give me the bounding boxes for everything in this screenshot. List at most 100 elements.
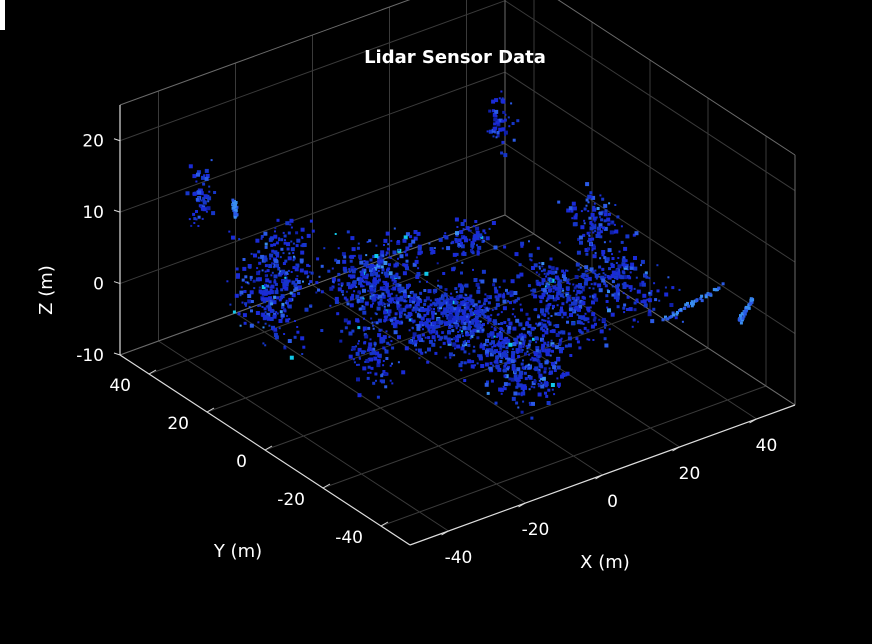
lidar-point [285,299,288,302]
grid-line [206,271,593,413]
lidar-point [377,302,381,306]
lidar-point [382,370,386,373]
lidar-point [207,196,212,201]
lidar-point [205,174,210,178]
lidar-point [375,351,380,356]
lidar-point [263,291,268,296]
lidar-point [486,315,490,319]
lidar-point [542,323,547,328]
lidar-point [399,314,403,318]
lidar-point [411,341,415,345]
lidar-point [355,345,357,348]
lidar-point [742,314,746,318]
lidar-point [658,299,661,302]
lidar-point [497,341,502,346]
lidar-point [482,323,485,326]
lidar-point [359,260,364,265]
lidar-point [529,358,532,361]
lidar-point [289,355,294,360]
lidar-point [377,274,381,278]
lidar-point [262,326,265,329]
lidar-point [524,352,527,356]
lidar-point [750,300,754,304]
lidar-point [382,285,386,289]
lidar-point [268,264,273,268]
lidar-point [196,170,201,175]
lidar-point [349,270,351,273]
lidar-point [516,274,521,279]
lidar-point [426,280,428,283]
lidar-point [270,274,273,277]
lidar-point [624,259,628,263]
lidar-point [648,277,651,280]
lidar-point [366,241,369,243]
lidar-point [391,322,395,326]
box-edge [557,0,796,156]
lidar-point [293,288,297,292]
lidar-point [591,270,595,274]
lidar-point [471,247,474,249]
lidar-point [283,309,287,313]
lidar-point [300,244,303,247]
lidar-point [570,209,574,213]
lidar-point [367,371,370,374]
lidar-point [238,238,241,241]
lidar-point [284,239,286,242]
lidar-point [439,285,442,289]
lidar-point [482,302,486,306]
lidar-point [578,346,582,350]
lidar-point [650,290,653,292]
lidar-point [462,343,465,346]
lidar-point [412,306,415,309]
lidar-point [463,361,467,365]
lidar-point [473,317,476,320]
lidar-point [388,263,391,267]
lidar-point [502,368,507,373]
lidar-point [261,312,266,317]
lidar-point [494,289,499,294]
lidar-point [285,318,290,323]
lidar-point [357,326,361,330]
lidar-point [554,361,558,365]
lidar-point [479,326,482,329]
lidar-point [534,327,536,330]
lidar-point [374,271,379,276]
lidar-point [475,282,480,287]
lidar-point [454,287,458,291]
lidar-point [377,354,381,357]
lidar-point [410,298,413,301]
lidar-point [576,250,581,255]
lidar-point [511,313,514,316]
lidar-point [537,350,542,354]
lidar-point [664,286,667,289]
lidar-point [423,299,427,303]
lidar-point [430,329,433,332]
lidar-point [531,266,535,270]
lidar-point [606,288,609,291]
lidar-point [522,345,525,348]
lidar-point [585,198,589,202]
lidar-point [257,256,260,259]
x-tick-label: 40 [756,436,778,456]
lidar-point [292,252,295,254]
lidar-point [473,345,476,348]
lidar-point [502,306,507,311]
lidar-point [457,243,462,247]
lidar-point [472,366,475,369]
lidar-point [424,308,428,312]
lidar-point [373,264,377,268]
lidar-point [362,329,365,332]
lidar-point [690,300,694,304]
lidar-point [427,305,431,309]
lidar-point [497,367,502,372]
lidar-point [554,286,559,291]
lidar-point [532,288,537,293]
lidar-point [340,282,344,286]
lidar-point [635,298,639,302]
lidar-point [399,304,402,307]
lidar-point [370,317,373,320]
lidar-point [363,280,366,283]
lidar-point [346,302,350,306]
lidar-point [604,209,608,213]
lidar-point [268,280,272,284]
